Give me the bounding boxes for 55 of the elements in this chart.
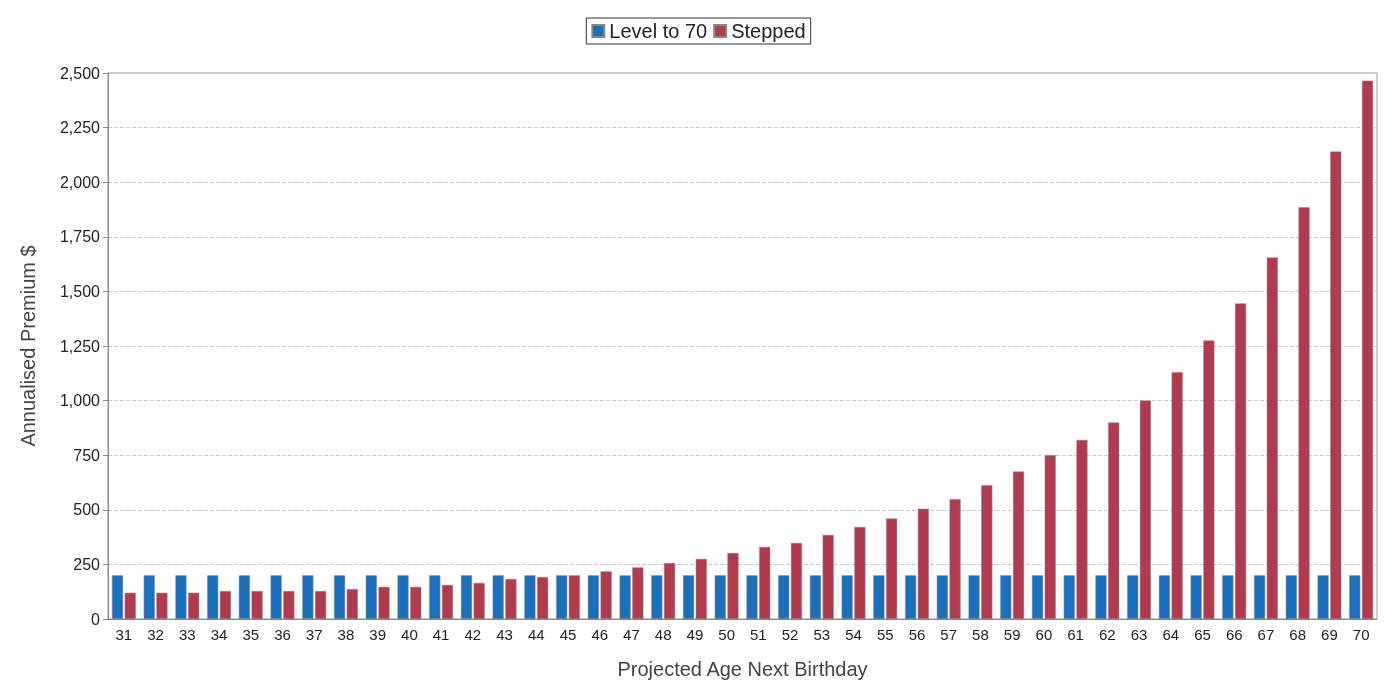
- x-tick-label: 38: [337, 626, 355, 643]
- x-tick-label: 37: [305, 626, 323, 643]
- x-tick-label: 36: [274, 626, 291, 643]
- y-tick-label: 750: [73, 446, 101, 464]
- y-tick-label: 2,250: [59, 119, 101, 137]
- x-tick-label: 56: [908, 626, 926, 643]
- x-tick-label: 57: [940, 626, 958, 643]
- y-tick-label: 0: [91, 610, 101, 628]
- y-tick-label: 2,000: [59, 173, 101, 191]
- x-tick-label: 44: [527, 626, 545, 643]
- legend-label: Level to 70: [609, 20, 708, 42]
- x-tick-label: 34: [210, 626, 228, 643]
- y-tick-label: 500: [73, 501, 101, 519]
- x-tick-label: 62: [1098, 626, 1116, 643]
- y-tick-label: 1,250: [59, 337, 101, 355]
- x-tick-label: 55: [876, 626, 894, 643]
- x-tick-label: 54: [845, 626, 862, 643]
- x-tick-label: 43: [496, 626, 513, 643]
- x-tick-label: 39: [369, 626, 387, 643]
- y-tick-label: 1,500: [59, 282, 101, 300]
- x-tick-label: 68: [1289, 626, 1307, 643]
- x-tick-label: 63: [1130, 626, 1148, 643]
- x-tick-label: 51: [750, 626, 767, 643]
- x-axis-title: Projected Age Next Birthday: [617, 658, 868, 680]
- x-tick-label: 67: [1257, 626, 1275, 643]
- x-tick-label: 32: [147, 626, 164, 643]
- y-axis-title: Annualised Premium $: [17, 245, 39, 447]
- x-tick-label: 41: [432, 626, 450, 643]
- x-tick-label: 45: [559, 626, 577, 643]
- x-tick-label: 50: [718, 626, 735, 643]
- legend-label: Stepped: [731, 20, 806, 42]
- x-tick-label: 49: [686, 626, 704, 643]
- x-tick-label: 40: [401, 626, 418, 643]
- x-tick-label: 48: [654, 626, 672, 643]
- x-tick-label: 58: [972, 626, 989, 643]
- x-tick-label: 33: [178, 626, 196, 643]
- x-tick-label: 42: [464, 626, 482, 643]
- x-tick-label: 31: [115, 626, 133, 643]
- x-tick-label: 46: [591, 626, 609, 643]
- y-tick-label: 1,750: [59, 228, 101, 246]
- x-tick-label: 69: [1321, 626, 1338, 643]
- x-tick-label: 61: [1067, 626, 1084, 643]
- x-tick-label: 66: [1225, 626, 1243, 643]
- x-tick-label: 65: [1194, 626, 1211, 643]
- x-tick-label: 60: [1035, 626, 1053, 643]
- x-tick-label: 59: [1003, 626, 1021, 643]
- y-tick-label: 1,000: [59, 392, 101, 410]
- x-tick-label: 47: [623, 626, 640, 643]
- x-tick-label: 64: [1162, 626, 1180, 643]
- y-tick-label: 250: [73, 555, 101, 573]
- x-tick-label: 52: [781, 626, 799, 643]
- x-tick-label: 70: [1352, 626, 1370, 643]
- x-tick-label: 35: [242, 626, 260, 643]
- y-tick-label: 2,500: [59, 64, 101, 82]
- x-tick-label: 53: [813, 626, 831, 643]
